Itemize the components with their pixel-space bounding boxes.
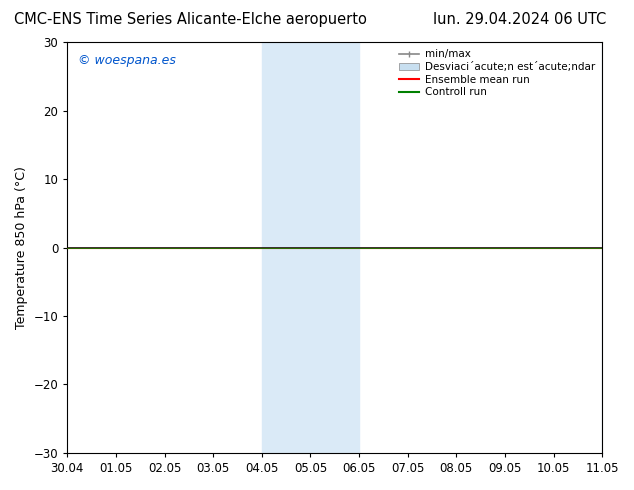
Y-axis label: Temperature 850 hPa (°C): Temperature 850 hPa (°C) bbox=[15, 166, 28, 329]
Text: lun. 29.04.2024 06 UTC: lun. 29.04.2024 06 UTC bbox=[433, 12, 607, 27]
Bar bbox=[602, 42, 634, 453]
Bar bbox=[262, 42, 359, 453]
Legend: min/max, Desviaci´acute;n est´acute;ndar, Ensemble mean run, Controll run: min/max, Desviaci´acute;n est´acute;ndar… bbox=[397, 47, 597, 99]
Text: © woespana.es: © woespana.es bbox=[78, 54, 176, 68]
Text: CMC-ENS Time Series Alicante-Elche aeropuerto: CMC-ENS Time Series Alicante-Elche aerop… bbox=[14, 12, 366, 27]
